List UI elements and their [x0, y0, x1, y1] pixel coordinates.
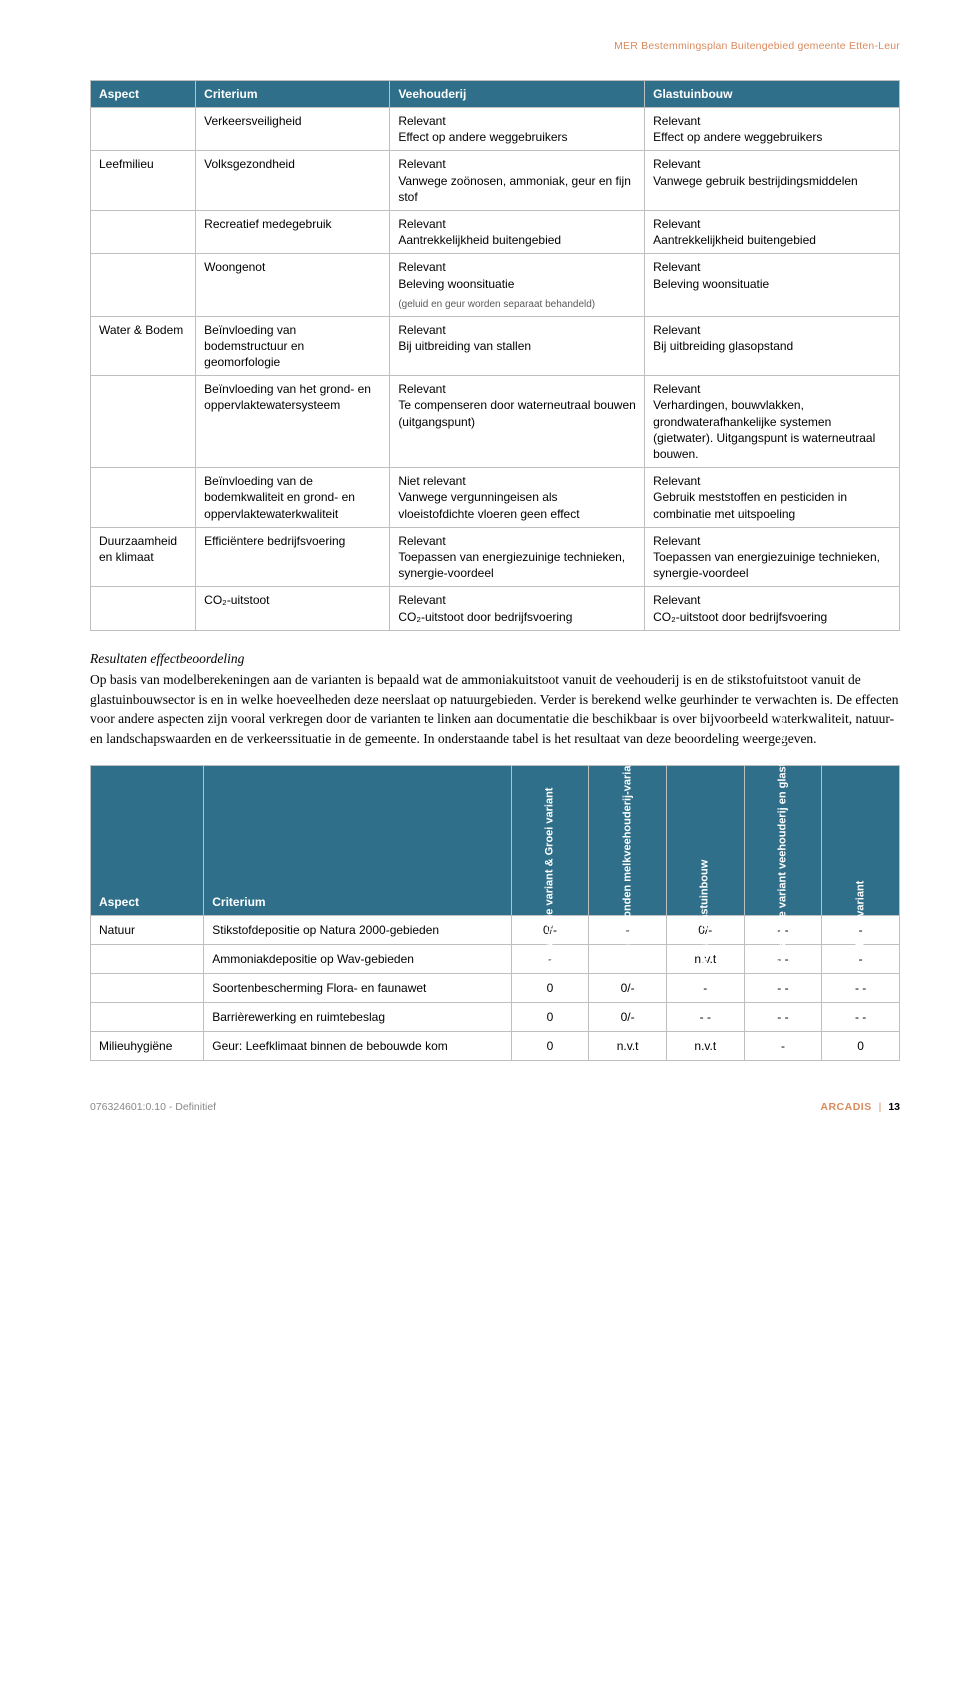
results-table: Aspect Criterium Actualisatie variant & … — [90, 765, 900, 1062]
t1-vee-cell: RelevantTe compenseren door waterneutraa… — [390, 376, 645, 468]
t2-h-v1-label: Actualisatie variant & Groei variant — [544, 830, 557, 970]
t1-vee-cell: RelevantCO₂-uitstoot door bedrijfsvoerin… — [390, 587, 645, 630]
t2-aspect-cell: Natuur — [91, 915, 204, 944]
t2-aspect-cell: Milieuhygiëne — [91, 1032, 204, 1061]
t1-glas-cell: RelevantCO₂-uitstoot door bedrijfsvoerin… — [645, 587, 900, 630]
t2-value-cell: 0 — [511, 1032, 589, 1061]
t1-vee-cell: RelevantBeleving woonsituatie(geluid en … — [390, 254, 645, 316]
t1-vee-cell: RelevantEffect op andere weggebruikers — [390, 108, 645, 151]
footer-page: 13 — [888, 1101, 900, 1113]
t2-value-cell: 0/- — [589, 1003, 667, 1032]
t2-h-aspect: Aspect — [91, 765, 204, 915]
t1-glas-cell: RelevantAantrekkelijkheid buitengebied — [645, 210, 900, 253]
t1-vee-cell: RelevantBij uitbreiding van stallen — [390, 316, 645, 376]
t1-glas-cell: RelevantToepassen van energiezuinige tec… — [645, 527, 900, 587]
t1-aspect-cell — [91, 210, 196, 253]
t2-h-criterium: Criterium — [204, 765, 511, 915]
t1-glas-cell: RelevantBij uitbreiding glasopstand — [645, 316, 900, 376]
results-heading: Resultaten effectbeoordeling — [90, 649, 900, 669]
t2-value-cell: n.v.t — [589, 1032, 667, 1061]
t1-vee-cell: RelevantToepassen van energiezuinige tec… — [390, 527, 645, 587]
t1-glas-cell: RelevantGebruik meststoffen en pesticide… — [645, 468, 900, 528]
footer-sep: | — [879, 1101, 882, 1113]
t1-crit-cell: Beïnvloeding van de bodemkwaliteit en gr… — [196, 468, 390, 528]
t2-value-cell: - - — [744, 973, 822, 1002]
footer-brand: ARCADIS — [820, 1101, 871, 1113]
t1-vee-cell: Niet relevantVanwege vergunningeisen als… — [390, 468, 645, 528]
t1-crit-cell: CO₂-uitstoot — [196, 587, 390, 630]
t1-h-criterium: Criterium — [196, 81, 390, 108]
t1-glas-cell: RelevantVerhardingen, bouwvlakken, grond… — [645, 376, 900, 468]
t2-h-v5-label: Voorkeursvariant — [854, 830, 867, 970]
t1-crit-cell: Verkeersveiligheid — [196, 108, 390, 151]
t1-h-glastuinbouw: Glastuinbouw — [645, 81, 900, 108]
t1-glas-cell: RelevantVanwege gebruik bestrijdingsmidd… — [645, 151, 900, 211]
t1-crit-cell: Efficiëntere bedrijfsvoering — [196, 527, 390, 587]
t1-aspect-cell: Leefmilieu — [91, 151, 196, 211]
t2-value-cell: 0 — [822, 1032, 900, 1061]
t1-aspect-cell — [91, 108, 196, 151]
t2-aspect-cell — [91, 944, 204, 973]
t2-value-cell: - - — [822, 973, 900, 1002]
t2-value-cell: 0 — [511, 973, 589, 1002]
t1-aspect-cell — [91, 468, 196, 528]
page-header: MER Bestemmingsplan Buitengebied gemeent… — [90, 40, 900, 52]
t1-aspect-cell — [91, 376, 196, 468]
t2-h-v1: Actualisatie variant & Groei variant — [511, 765, 589, 915]
t1-crit-cell: Beïnvloeding van bodemstructuur en geomo… — [196, 316, 390, 376]
t1-aspect-cell — [91, 587, 196, 630]
t2-h-v4: Worst-case variant veehouderij en glastu… — [744, 765, 822, 915]
t2-h-v3-label: Variant glastuinbouw — [699, 830, 712, 970]
t2-crit-cell: Geur: Leefklimaat binnen de bebouwde kom — [204, 1032, 511, 1061]
t1-h-aspect: Aspect — [91, 81, 196, 108]
t2-value-cell: - - — [744, 1003, 822, 1032]
t2-aspect-cell — [91, 973, 204, 1002]
t2-value-cell: - - — [666, 1003, 744, 1032]
footer-right: ARCADIS | 13 — [820, 1101, 900, 1113]
t2-crit-cell: Barrièrewerking en ruimtebeslag — [204, 1003, 511, 1032]
t1-crit-cell: Woongenot — [196, 254, 390, 316]
page-footer: 076324601:0.10 - Definitief ARCADIS | 13 — [90, 1101, 900, 1113]
t1-aspect-cell: Duurzaamheid en klimaat — [91, 527, 196, 587]
t2-aspect-cell — [91, 1003, 204, 1032]
t2-h-v2: Grondgebonden melkveehouderij-variant — [589, 765, 667, 915]
t2-crit-cell: Stikstofdepositie op Natura 2000-gebiede… — [204, 915, 511, 944]
t2-value-cell: - — [666, 973, 744, 1002]
t2-h-v5: Voorkeursvariant — [822, 765, 900, 915]
t1-glas-cell: RelevantEffect op andere weggebruikers — [645, 108, 900, 151]
t1-vee-cell: RelevantAantrekkelijkheid buitengebied — [390, 210, 645, 253]
t1-aspect-cell: Water & Bodem — [91, 316, 196, 376]
t1-crit-cell: Beïnvloeding van het grond- en oppervlak… — [196, 376, 390, 468]
t1-crit-cell: Volksgezondheid — [196, 151, 390, 211]
t2-value-cell: 0/- — [589, 973, 667, 1002]
t1-h-veehouderij: Veehouderij — [390, 81, 645, 108]
t2-h-v3: Variant glastuinbouw — [666, 765, 744, 915]
t2-value-cell: - — [744, 1032, 822, 1061]
t2-crit-cell: Soortenbescherming Flora- en faunawet — [204, 973, 511, 1002]
t2-crit-cell: Ammoniakdepositie op Wav-gebieden — [204, 944, 511, 973]
t2-h-v4-label: Worst-case variant veehouderij en glastu… — [777, 830, 790, 970]
t1-glas-cell: RelevantBeleving woonsituatie — [645, 254, 900, 316]
t2-h-v2-label: Grondgebonden melkveehouderij-variant — [621, 830, 634, 970]
footer-left: 076324601:0.10 - Definitief — [90, 1101, 216, 1113]
t2-value-cell: n.v.t — [666, 1032, 744, 1061]
t2-value-cell: - - — [822, 1003, 900, 1032]
t1-crit-cell: Recreatief medegebruik — [196, 210, 390, 253]
t1-vee-cell: RelevantVanwege zoönosen, ammoniak, geur… — [390, 151, 645, 211]
relevance-table: Aspect Criterium Veehouderij Glastuinbou… — [90, 80, 900, 631]
t2-value-cell: 0 — [511, 1003, 589, 1032]
t1-aspect-cell — [91, 254, 196, 316]
